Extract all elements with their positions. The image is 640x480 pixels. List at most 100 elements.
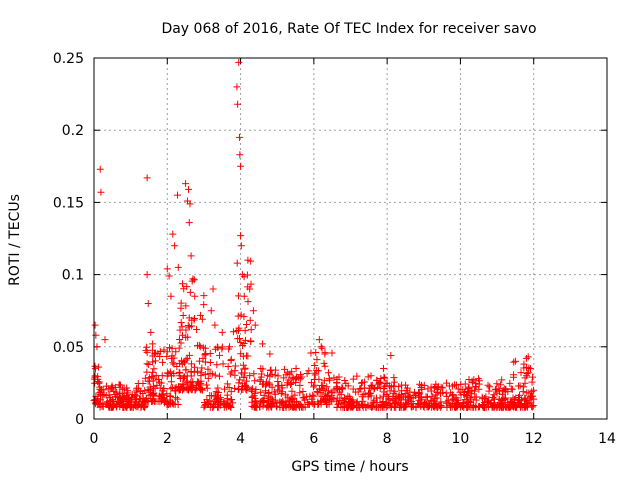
data-point xyxy=(251,377,259,385)
data-point xyxy=(166,393,174,401)
data-point xyxy=(498,376,506,384)
data-point xyxy=(105,402,113,410)
data-point xyxy=(415,389,423,397)
data-point xyxy=(367,382,375,390)
x-tick-label: 6 xyxy=(309,431,318,447)
data-point xyxy=(172,387,180,395)
data-point xyxy=(443,379,451,387)
data-point xyxy=(381,374,389,382)
data-point xyxy=(141,374,149,382)
data-point xyxy=(185,384,193,392)
data-point xyxy=(231,384,239,392)
data-point xyxy=(98,402,106,410)
data-point xyxy=(226,370,234,378)
data-point xyxy=(167,292,175,300)
data-point xyxy=(408,403,416,411)
data-point xyxy=(312,348,320,356)
data-point xyxy=(143,360,151,368)
data-point xyxy=(497,399,505,407)
data-point xyxy=(227,388,235,396)
data-point xyxy=(244,298,252,306)
data-point xyxy=(235,133,243,141)
data-point xyxy=(344,382,352,390)
data-point xyxy=(179,380,187,388)
data-point xyxy=(510,358,518,366)
data-point xyxy=(349,375,357,383)
data-point xyxy=(415,393,423,401)
data-point xyxy=(92,365,100,373)
data-point xyxy=(242,321,250,329)
data-point xyxy=(131,402,139,410)
data-point xyxy=(529,403,537,411)
data-point xyxy=(182,326,190,334)
data-point xyxy=(136,395,144,403)
data-point xyxy=(176,369,184,377)
data-point xyxy=(267,394,275,402)
data-point xyxy=(186,200,194,208)
data-point xyxy=(97,386,105,394)
data-point xyxy=(358,393,366,401)
data-point xyxy=(148,397,156,405)
data-point xyxy=(175,368,183,376)
data-point xyxy=(108,402,116,410)
data-point xyxy=(139,380,147,388)
data-point xyxy=(387,383,395,391)
data-point xyxy=(96,165,104,173)
data-point xyxy=(196,311,204,319)
data-point xyxy=(493,380,501,388)
data-point xyxy=(420,381,428,389)
y-tick-label: 0.25 xyxy=(53,51,84,67)
data-points xyxy=(90,58,538,411)
data-point xyxy=(353,403,361,411)
data-point xyxy=(195,341,203,349)
data-point xyxy=(451,395,459,403)
data-point xyxy=(147,328,155,336)
data-point xyxy=(172,348,180,356)
data-point xyxy=(238,271,246,279)
data-point xyxy=(320,385,328,393)
data-point xyxy=(167,378,175,386)
x-tick-label: 10 xyxy=(452,431,470,447)
data-point xyxy=(286,381,294,389)
data-point xyxy=(339,385,347,393)
data-point xyxy=(341,377,349,385)
data-point xyxy=(384,392,392,400)
data-point xyxy=(461,388,469,396)
data-point xyxy=(523,369,531,377)
plot-frame xyxy=(93,57,608,420)
data-point xyxy=(370,385,378,393)
data-point xyxy=(373,399,381,407)
data-point xyxy=(391,399,399,407)
data-point xyxy=(501,386,509,394)
data-point xyxy=(231,362,239,370)
data-point xyxy=(209,285,217,293)
data-point xyxy=(97,188,105,196)
data-point xyxy=(160,385,168,393)
data-point xyxy=(358,378,366,386)
data-point xyxy=(118,395,126,403)
data-point xyxy=(395,383,403,391)
data-point xyxy=(207,307,215,315)
data-point xyxy=(99,399,107,407)
data-point xyxy=(219,360,227,368)
data-point xyxy=(178,323,186,331)
data-point xyxy=(174,395,182,403)
data-point xyxy=(293,373,301,381)
data-point xyxy=(214,384,222,392)
data-point xyxy=(177,319,185,327)
data-point xyxy=(324,369,332,377)
data-point xyxy=(330,374,338,382)
data-point xyxy=(427,397,435,405)
data-point xyxy=(268,383,276,391)
data-point xyxy=(175,336,183,344)
data-point xyxy=(94,378,102,386)
data-point xyxy=(211,401,219,409)
data-point xyxy=(303,369,311,377)
data-point xyxy=(271,371,279,379)
data-point xyxy=(454,385,462,393)
data-point xyxy=(307,349,315,357)
data-point xyxy=(102,382,110,390)
data-point xyxy=(186,385,194,393)
data-point xyxy=(213,361,221,369)
